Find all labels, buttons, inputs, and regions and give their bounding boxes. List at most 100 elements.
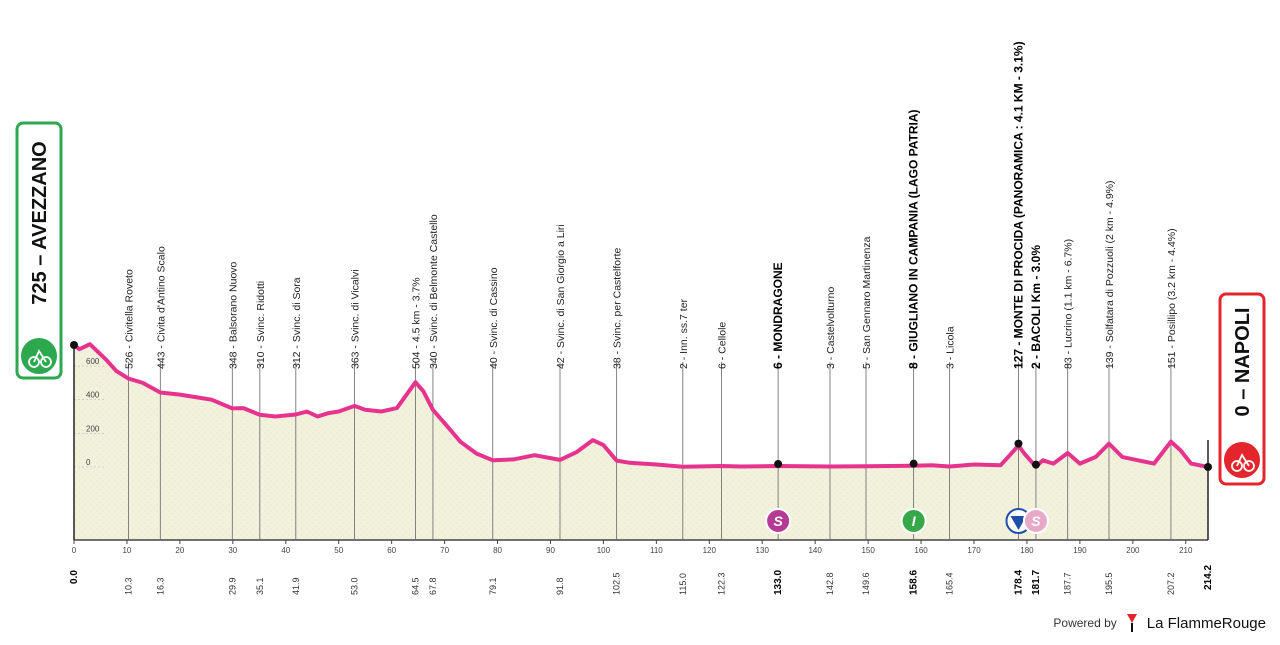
waypoint-label: 348 - Balsorano Nuovo [227, 261, 239, 369]
waypoint-km-label: 102.5 [612, 572, 622, 595]
waypoint-km-label: 181.7 [1031, 570, 1042, 595]
waypoint-km-label: 79.1 [488, 577, 498, 595]
waypoint-km-label: 133.0 [773, 570, 784, 595]
x-tick-label: 130 [756, 546, 770, 555]
x-tick-label: 150 [861, 546, 875, 555]
x-tick-label: 80 [493, 546, 502, 555]
start-label-box [15, 121, 63, 380]
waypoint-label: 6 - MONDRAGONE [771, 262, 785, 369]
badge-circle [1022, 508, 1049, 534]
x-tick-label: 120 [703, 546, 717, 555]
x-tick-label: 210 [1179, 546, 1193, 555]
x-tick-label: 140 [808, 546, 822, 555]
waypoint-km-label: 115.0 [678, 573, 688, 595]
waypoint-km-label: 29.9 [227, 577, 237, 595]
x-tick-label: 160 [914, 546, 928, 555]
x-tick-label: 90 [546, 546, 555, 555]
waypoint-km-label: 10.3 [124, 577, 134, 595]
waypoint-label: 340 - Svinc. di Belmonte Castello [428, 214, 440, 369]
start-bike-glyph-icon [28, 349, 52, 368]
waypoint-km-label: 41.9 [291, 577, 301, 595]
brand-name: La FlammeRouge [1146, 614, 1266, 632]
waypoint-dot [774, 459, 783, 468]
waypoint-label: 38 - Svinc. per Castelforte [612, 247, 624, 369]
x-tick-label: 60 [387, 546, 396, 555]
waypoint-label: 42 - Svinc. di San Giorgio a Liri [555, 224, 567, 369]
start-cyclist-icon [19, 336, 59, 376]
waypoint-label: 83 - Lucrino (1.1 km - 6.7%) [1063, 239, 1075, 369]
waypoint-label: 127 - MONTE DI PROCIDA (PANORAMICA : 4.1… [1011, 41, 1025, 369]
profile-elevation-line [72, 342, 1210, 469]
waypoint-km-label: 64.5 [410, 577, 420, 595]
waypoint-dot [1031, 460, 1040, 469]
badge-letter: S [1031, 513, 1041, 529]
x-tick-label: 100 [597, 546, 611, 555]
waypoint-km-label: 149.6 [861, 572, 871, 595]
waypoint-label: 443 - Civita d'Antino Scalo [155, 246, 167, 369]
profile-area-fill [74, 344, 1208, 540]
waypoint-km-label: 195.5 [1104, 572, 1114, 595]
waypoint-km-label: 53.0 [350, 577, 360, 595]
x-tick-label: 40 [281, 546, 290, 555]
flamme-rouge-logo-icon [1125, 614, 1139, 632]
waypoint-label: 312 - Svinc. di Sora [291, 277, 303, 369]
waypoint-label: 2 - Inn. ss.7 ter [678, 298, 690, 369]
waypoint-km-label: 207.2 [1166, 572, 1176, 595]
finish-km-label: 214.2 [1203, 565, 1214, 590]
badge-letter: S [773, 513, 783, 529]
badge-circle [765, 508, 792, 534]
waypoint-km-label: 158.6 [909, 570, 920, 595]
waypoint-label: 3 - Castelvolturno [825, 287, 837, 369]
x-tick-label: 50 [334, 546, 343, 555]
footer-branding: Powered by La FlammeRouge [1053, 614, 1266, 632]
waypoint-label: 151 - Posillipo (3.2 km - 4.4%) [1166, 228, 1178, 369]
finish-label-box [1218, 292, 1266, 486]
waypoint-km-label: 178.4 [1013, 570, 1024, 595]
waypoint-label: 504 - 4.5 km - 3.7% [410, 277, 422, 369]
waypoint-dot [909, 459, 918, 468]
badge-letter: I [912, 513, 917, 529]
x-tick-label: 70 [440, 546, 449, 555]
x-tick-label: 110 [650, 546, 663, 555]
mountain-triangle-icon [1010, 516, 1027, 530]
badge-circle [900, 508, 927, 534]
waypoint-km-label: 16.3 [155, 577, 165, 595]
x-tick-label: 190 [1073, 546, 1087, 555]
x-tick-label: 0 [72, 546, 77, 555]
y-tick-label: 600 [86, 357, 100, 366]
waypoint-label: 526 - Civitella Roveto [124, 269, 136, 369]
waypoint-km-label: 122.3 [716, 572, 726, 595]
powered-by-text: Powered by [1053, 616, 1117, 630]
waypoint-dot [1014, 439, 1023, 448]
waypoint-label: 5 - San Gennaro Martinenza [861, 236, 873, 369]
finish-cyclist-icon [1222, 440, 1262, 480]
finish-bike-glyph-icon [1231, 453, 1255, 472]
x-tick-label: 20 [175, 546, 184, 555]
waypoint-km-label: 142.8 [825, 572, 835, 595]
waypoint-km-label: 67.8 [428, 577, 438, 595]
waypoint-label: 139 - Solfatara di Pozzuoli (2 km - 4.9%… [1104, 181, 1116, 370]
y-tick-label: 0 [86, 458, 91, 467]
waypoint-label: 310 - Svinc. Ridotti [255, 281, 267, 369]
start-dot [70, 341, 78, 349]
finish-town-label: 0 – NAPOLI [1232, 308, 1254, 417]
waypoint-label: 2 - BACOLI Km - 3.0% [1029, 245, 1043, 369]
waypoint-label: 6 - Cellole [716, 322, 728, 369]
waypoint-km-label: 35.1 [255, 577, 265, 595]
start-town-label: 725 – AVEZZANO [29, 141, 51, 304]
waypoint-label: 40 - Svinc. di Cassino [488, 267, 500, 369]
waypoint-label: 3 - Licola [945, 326, 957, 369]
stage-badge-icon: I [900, 508, 927, 534]
finish-dot [1204, 463, 1212, 471]
x-tick-label: 30 [228, 546, 237, 555]
waypoint-km-label: 165.4 [945, 572, 955, 595]
y-tick-label: 400 [86, 391, 100, 400]
waypoint-km-label: 91.8 [555, 577, 565, 595]
x-tick-label: 180 [1020, 546, 1034, 555]
x-tick-label: 10 [122, 546, 131, 555]
x-tick-label: 170 [967, 546, 981, 555]
waypoint-km-label: 187.7 [1063, 572, 1073, 595]
waypoint-label: 363 - Svinc. di Vicalvi [350, 269, 362, 369]
